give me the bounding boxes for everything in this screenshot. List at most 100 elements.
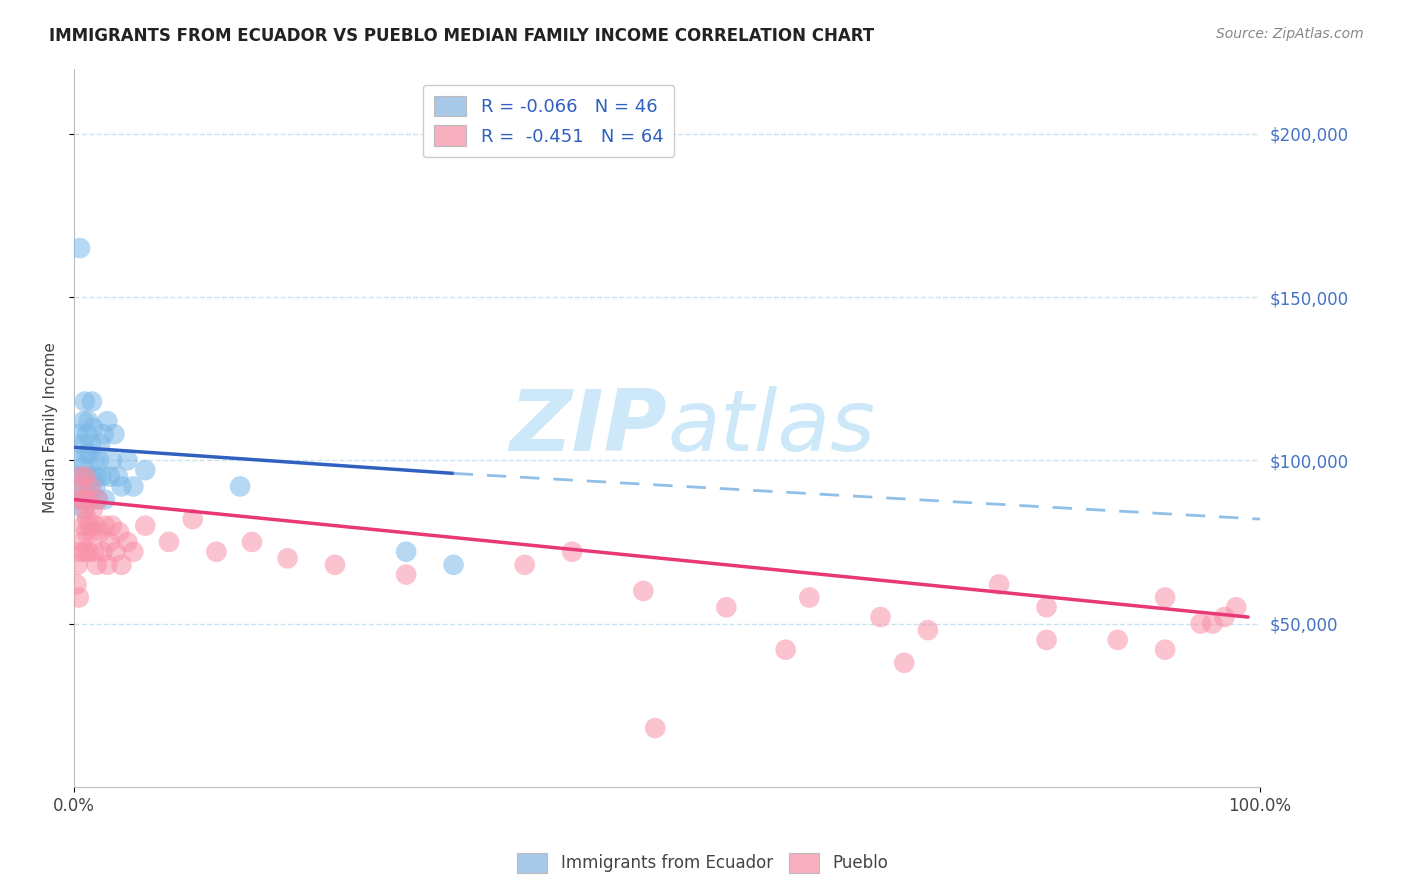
Point bbox=[87, 492, 110, 507]
Point bbox=[96, 414, 118, 428]
Point bbox=[917, 623, 939, 637]
Point bbox=[229, 479, 252, 493]
Point bbox=[513, 558, 536, 572]
Point bbox=[67, 469, 90, 483]
Point bbox=[69, 469, 91, 483]
Point bbox=[75, 469, 97, 483]
Text: atlas: atlas bbox=[666, 386, 875, 469]
Point bbox=[80, 394, 103, 409]
Point bbox=[134, 518, 156, 533]
Point bbox=[80, 479, 103, 493]
Point bbox=[77, 492, 100, 507]
Point bbox=[122, 545, 145, 559]
Point bbox=[395, 545, 418, 559]
Point bbox=[77, 545, 100, 559]
Point bbox=[205, 545, 228, 559]
Point bbox=[87, 492, 110, 507]
Point bbox=[96, 558, 118, 572]
Point bbox=[87, 453, 110, 467]
Point bbox=[323, 558, 346, 572]
Point bbox=[1107, 632, 1129, 647]
Point bbox=[77, 469, 100, 483]
Point bbox=[93, 427, 115, 442]
Point bbox=[86, 558, 108, 572]
Point bbox=[1035, 600, 1057, 615]
Point bbox=[94, 518, 117, 533]
Point bbox=[157, 535, 180, 549]
Point bbox=[72, 414, 94, 428]
Point bbox=[395, 567, 418, 582]
Point bbox=[75, 469, 97, 483]
Y-axis label: Median Family Income: Median Family Income bbox=[44, 343, 58, 513]
Text: ZIP: ZIP bbox=[509, 386, 666, 469]
Point bbox=[122, 479, 145, 493]
Point bbox=[644, 721, 666, 735]
Point bbox=[82, 502, 104, 516]
Point bbox=[240, 535, 263, 549]
Point bbox=[77, 414, 100, 428]
Point bbox=[101, 453, 124, 467]
Point bbox=[181, 512, 204, 526]
Point bbox=[277, 551, 299, 566]
Point bbox=[86, 469, 108, 483]
Point bbox=[73, 502, 96, 516]
Point bbox=[1035, 632, 1057, 647]
Point bbox=[75, 447, 97, 461]
Point bbox=[117, 535, 139, 549]
Point bbox=[633, 583, 655, 598]
Point bbox=[82, 420, 104, 434]
Point bbox=[869, 610, 891, 624]
Point bbox=[1225, 600, 1247, 615]
Point bbox=[79, 492, 101, 507]
Point bbox=[561, 545, 583, 559]
Point bbox=[79, 447, 101, 461]
Point bbox=[72, 437, 94, 451]
Point bbox=[80, 437, 103, 451]
Point bbox=[443, 558, 465, 572]
Point bbox=[79, 518, 101, 533]
Point bbox=[66, 427, 89, 442]
Point bbox=[1189, 616, 1212, 631]
Point bbox=[104, 545, 127, 559]
Point bbox=[1213, 610, 1236, 624]
Point bbox=[988, 577, 1011, 591]
Point bbox=[72, 479, 94, 493]
Point bbox=[76, 427, 98, 442]
Point bbox=[1201, 616, 1223, 631]
Point bbox=[72, 518, 94, 533]
Point bbox=[83, 453, 105, 467]
Point bbox=[84, 479, 107, 493]
Point bbox=[76, 512, 98, 526]
Point bbox=[75, 525, 97, 540]
Point bbox=[66, 558, 89, 572]
Point bbox=[72, 492, 94, 507]
Point bbox=[98, 469, 121, 483]
Point bbox=[799, 591, 821, 605]
Point bbox=[117, 453, 139, 467]
Point bbox=[1154, 591, 1177, 605]
Point bbox=[94, 492, 117, 507]
Point bbox=[70, 492, 93, 507]
Point bbox=[716, 600, 738, 615]
Point bbox=[72, 459, 94, 474]
Point bbox=[91, 545, 114, 559]
Legend: Immigrants from Ecuador, Pueblo: Immigrants from Ecuador, Pueblo bbox=[510, 847, 896, 880]
Point bbox=[101, 518, 124, 533]
Point bbox=[89, 437, 111, 451]
Point bbox=[107, 469, 129, 483]
Point bbox=[73, 545, 96, 559]
Point bbox=[83, 545, 105, 559]
Point bbox=[69, 545, 91, 559]
Legend: R = -0.066   N = 46, R =  -0.451   N = 64: R = -0.066 N = 46, R = -0.451 N = 64 bbox=[423, 85, 673, 157]
Point bbox=[76, 492, 98, 507]
Point bbox=[110, 479, 132, 493]
Point bbox=[134, 463, 156, 477]
Point bbox=[72, 535, 94, 549]
Point bbox=[65, 577, 87, 591]
Point bbox=[775, 642, 797, 657]
Point bbox=[103, 427, 125, 442]
Point bbox=[98, 535, 121, 549]
Point bbox=[108, 525, 131, 540]
Point bbox=[90, 469, 112, 483]
Point bbox=[893, 656, 915, 670]
